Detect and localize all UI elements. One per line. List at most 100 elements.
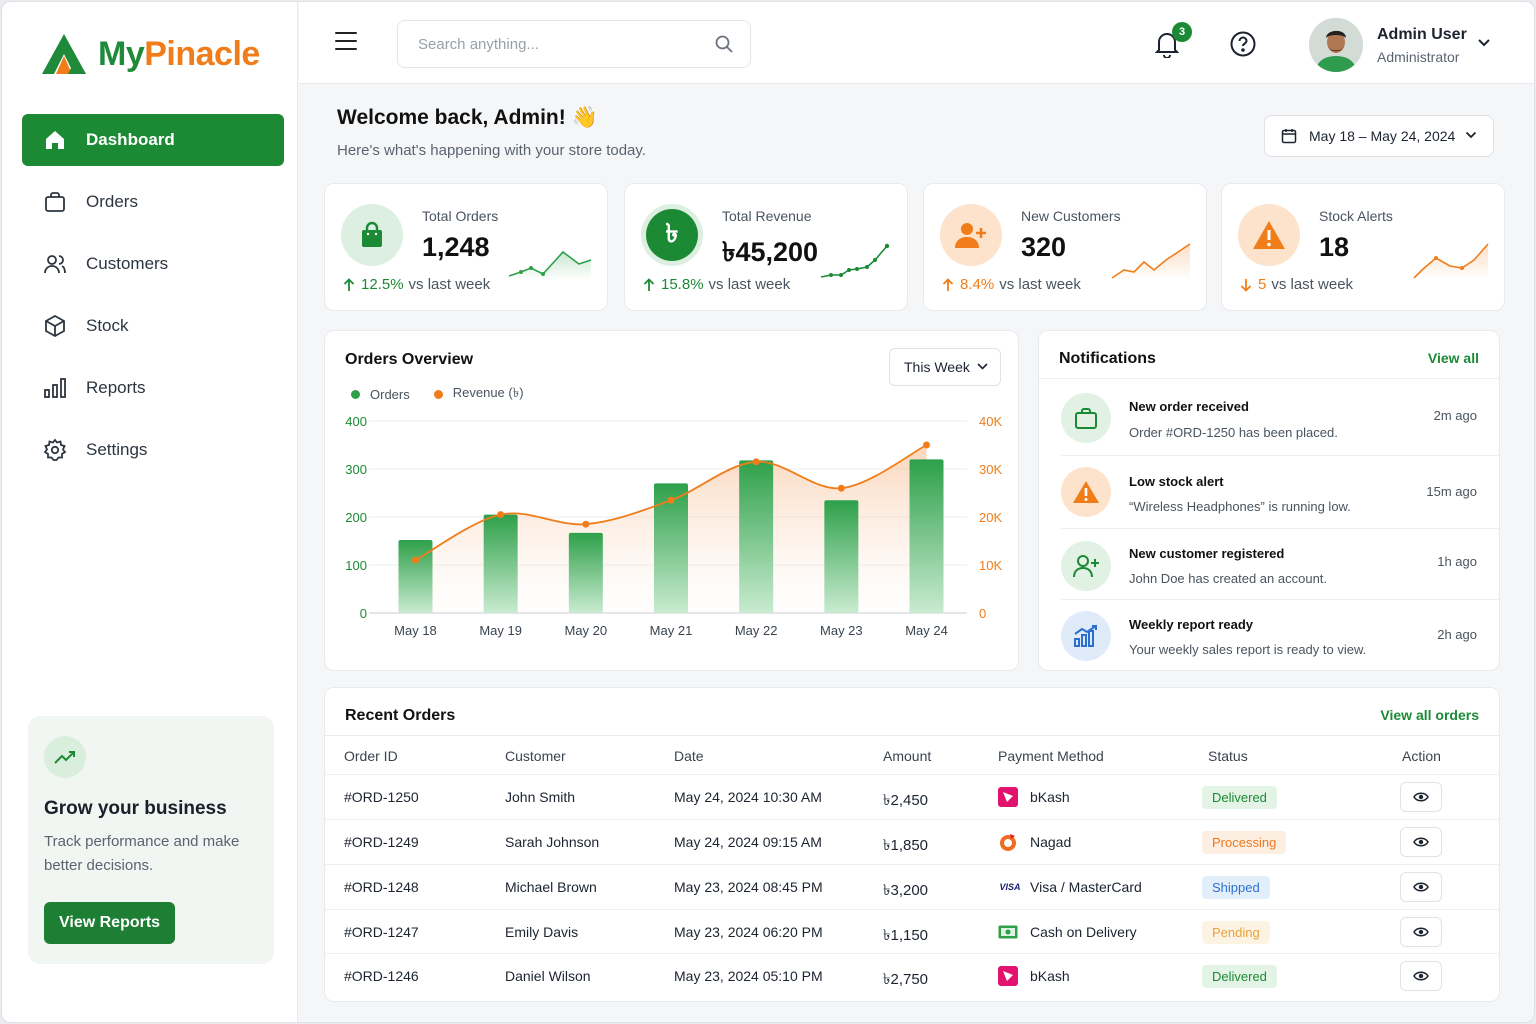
view-order-button[interactable] [1400,917,1442,947]
sidebar-item-settings[interactable]: Settings [22,424,284,476]
x-tick-label: May 21 [650,623,693,638]
user-plus-icon [940,204,1002,266]
order-date: May 23, 2024 06:20 PM [674,924,823,940]
y-right-tick-label: 40K [979,414,1002,429]
trending-up-icon [44,736,86,778]
orders-overview-panel: Orders Overview This Week Orders Revenue… [324,330,1019,671]
order-id: #ORD-1246 [344,968,419,984]
search-icon[interactable] [714,34,734,54]
status-badge: Delivered [1202,965,1277,988]
sidebar: MyPinacle Dashboard Orders Customers [2,2,298,1022]
revenue-point-3 [667,496,675,504]
sidebar-item-reports[interactable]: Reports [22,362,284,414]
arrow-up-icon [343,277,355,291]
table-row[interactable]: #ORD-1247 Emily Davis May 23, 2024 06:20… [325,909,1499,954]
table-row[interactable]: #ORD-1250 John Smith May 24, 2024 10:30 … [325,774,1499,819]
column-header: Amount [883,748,932,764]
stat-card-total-orders[interactable]: Total Orders 1,248 12.5% vs last week [324,183,608,311]
x-tick-label: May 18 [394,623,437,638]
legend-swatch-orders [351,390,360,399]
calendar-icon [1281,129,1297,144]
column-header: Action [1402,748,1441,764]
logo[interactable]: MyPinacle [40,32,260,76]
table-row[interactable]: #ORD-1248 Michael Brown May 23, 2024 08:… [325,864,1499,909]
divider [1061,528,1499,529]
notification-item[interactable]: New customer registered John Doe has cre… [1039,528,1499,602]
customer-name: Daniel Wilson [505,968,591,984]
bar-may-24 [909,459,944,613]
period-select-value: This Week [904,359,970,375]
user-name[interactable]: Admin User [1377,26,1467,43]
sparkline [1111,243,1191,280]
date-range-picker[interactable]: May 18 – May 24, 2024 [1264,115,1494,157]
stat-delta-value: 5 [1258,276,1267,293]
sidebar-item-customers[interactable]: Customers [22,238,284,290]
menu-icon[interactable] [335,32,357,50]
view-order-button[interactable] [1400,827,1442,857]
avatar[interactable] [1309,18,1363,72]
eye-icon [1413,882,1429,892]
view-reports-button[interactable]: View Reports [44,902,176,944]
box-icon [42,313,68,339]
table-row[interactable]: #ORD-1246 Daniel Wilson May 23, 2024 05:… [325,953,1499,998]
notification-text: “Wireless Headphones” is running low. [1129,499,1351,514]
notification-item[interactable]: New order received Order #ORD-1250 has b… [1039,381,1499,455]
bar-chart-icon [42,375,68,401]
bar-may-20 [568,532,603,613]
view-all-notifications-link[interactable]: View all [1427,350,1479,366]
notification-time: 2m ago [1433,408,1477,423]
view-order-button[interactable] [1400,782,1442,812]
revenue-point-6 [923,441,931,449]
sparkline [820,243,890,278]
payment-method: Cash on Delivery [1030,924,1137,940]
stat-delta-label: vs last week [1271,276,1354,293]
chevron-down-icon[interactable] [1477,38,1491,48]
search-input[interactable] [398,21,750,67]
x-tick-label: May 20 [565,623,608,638]
legend-swatch-revenue [433,390,443,399]
notification-title: New order received [1129,399,1249,414]
stat-label: Total Orders [422,208,499,224]
page-title: Welcome back, Admin! 👋 [337,106,598,129]
sidebar-item-stock[interactable]: Stock [22,300,284,352]
notification-time: 1h ago [1437,554,1477,569]
sidebar-item-label: Orders [86,192,138,211]
notification-item[interactable]: Low stock alert “Wireless Headphones” is… [1039,456,1499,530]
stat-delta-value: 12.5% [361,276,404,293]
table-row[interactable]: #ORD-1249 Sarah Johnson May 24, 2024 09:… [325,819,1499,864]
y-right-tick-label: 0 [979,606,986,621]
customer-name: Emily Davis [505,924,579,940]
arrow-up-icon [643,277,655,291]
sidebar-item-orders[interactable]: Orders [22,176,284,228]
stat-label: Stock Alerts [1319,208,1393,224]
chart-legend: Orders Revenue (৳) [351,384,524,405]
cash-icon [998,922,1018,942]
promo-card: Grow your business Track performance and… [28,716,274,964]
order-id: #ORD-1249 [344,834,419,850]
sparkline [508,250,592,280]
bar-may-22 [739,460,774,613]
help-icon[interactable] [1230,31,1256,57]
stat-card-total-revenue[interactable]: ৳ Total Revenue ৳45,200 15.8% vs last we… [624,183,908,311]
y-right-tick-label: 10K [979,558,1002,573]
sidebar-item-dashboard[interactable]: Dashboard [22,114,284,166]
notification-title: Low stock alert [1129,474,1224,489]
warning-icon [1061,467,1111,517]
notification-item[interactable]: Weekly report ready Your weekly sales re… [1039,599,1499,673]
arrow-up-icon [942,277,954,291]
stat-card-stock-alerts[interactable]: Stock Alerts 18 5 vs last week [1221,183,1505,311]
nagad-icon [998,832,1018,852]
y-left-tick-label: 400 [345,414,367,429]
bell-icon[interactable] [1155,30,1179,58]
period-select[interactable]: This Week [889,348,1001,386]
view-order-button[interactable] [1400,872,1442,902]
taka-icon: ৳ [641,204,703,266]
view-all-orders-link[interactable]: View all orders [1380,707,1479,723]
status-badge: Pending [1202,921,1270,944]
payment-method: Nagad [1030,834,1072,850]
stat-card-new-customers[interactable]: New Customers 320 8.4% vs last week [923,183,1207,311]
notification-text: Order #ORD-1250 has been placed. [1129,425,1338,440]
view-order-button[interactable] [1400,961,1442,991]
sidebar-item-label: Reports [86,378,146,397]
